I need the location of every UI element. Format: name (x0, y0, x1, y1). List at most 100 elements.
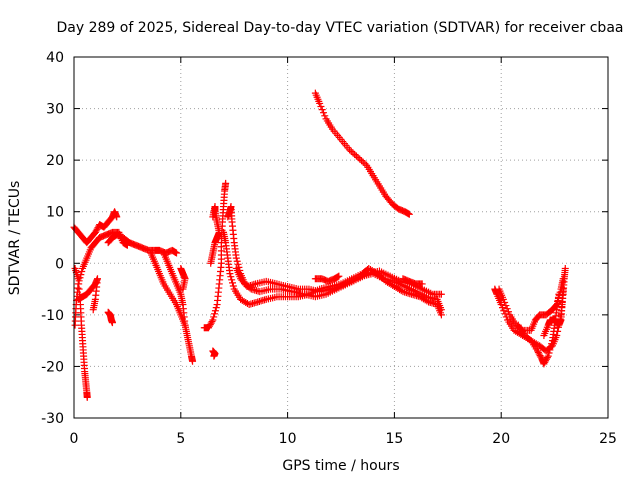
data-point-arc-c (78, 268, 86, 276)
x-tick-label: 25 (599, 431, 617, 447)
data-point-arc-t (502, 302, 510, 310)
data-point-arc-u (542, 355, 550, 363)
data-point-arc-c (76, 274, 84, 282)
data-point-arc-r (351, 150, 359, 158)
data-point-arc-r (349, 149, 357, 157)
data-point-arc-a (93, 225, 101, 233)
data-point-arc-m (228, 279, 236, 287)
data-point-arc-r (358, 157, 366, 165)
data-point-arc-u (536, 352, 544, 360)
y-tick-label: -10 (41, 308, 64, 324)
data-point-arc-r (356, 155, 364, 163)
x-tick-label: 0 (70, 431, 79, 447)
data-point-arc-t (499, 295, 507, 303)
data-point-arc-a (91, 228, 99, 236)
x-tick-label: 10 (279, 431, 297, 447)
data-point-arc-j (207, 319, 215, 327)
data-point-arc-u (542, 357, 550, 365)
data-point-arc-r (317, 103, 325, 111)
y-tick-label: -20 (41, 359, 64, 375)
data-point-arc-u (548, 340, 556, 348)
data-point-arc-j (222, 179, 230, 187)
y-tick-label: 20 (46, 153, 64, 169)
y-tick-label: -30 (41, 411, 64, 427)
data-point-arc-k (209, 213, 217, 221)
data-point-arc-m (229, 282, 237, 290)
x-tick-label: 15 (385, 431, 403, 447)
data-point-arc-f (173, 249, 181, 257)
data-point-arc-u (534, 347, 542, 355)
data-point-arc-l (210, 352, 218, 360)
data-point-arc-t (504, 308, 512, 316)
data-point-arc-m (228, 276, 236, 284)
data-point-arc-r (359, 158, 367, 166)
data-point-arc-r (347, 147, 355, 155)
data-point-arc-a (92, 227, 100, 235)
data-point-arc-v (559, 285, 567, 293)
data-point-arc-m (227, 273, 235, 281)
data-point-arc-u (544, 352, 552, 360)
data-point-arc-r (318, 106, 326, 114)
data-point-arc-j (212, 304, 220, 312)
data-point-arc-d (89, 306, 97, 314)
data-point-arc-r (352, 152, 360, 160)
chart-title: Day 289 of 2025, Sidereal Day-to-day VTE… (57, 20, 624, 36)
data-point-arc-c (74, 280, 82, 288)
data-point-arc-u (540, 360, 548, 368)
data-point-arc-b (83, 393, 91, 401)
data-point-arc-m (226, 270, 234, 278)
data-point-arc-u (546, 346, 554, 354)
data-points (70, 89, 569, 401)
data-point-arc-j (211, 310, 219, 318)
data-point-arc-q (418, 280, 426, 288)
y-tick-label: 10 (46, 205, 64, 221)
data-point-arc-r (361, 160, 369, 168)
data-point-arc-j (211, 307, 219, 315)
data-point-arc-h (181, 321, 189, 329)
x-tick-label: 20 (492, 431, 510, 447)
data-point-arc-r (405, 210, 413, 218)
data-point-arc-m (397, 287, 405, 295)
plot-frame (73, 56, 609, 419)
data-point-arc-r (316, 99, 324, 107)
data-point-arc-r (321, 112, 329, 120)
data-point-arc-i (179, 285, 187, 293)
data-point-arc-j (208, 318, 216, 326)
y-axis-label: SDTVAR / TECUs (7, 181, 23, 296)
data-point-arc-u (543, 354, 551, 362)
data-point-arc-o (437, 306, 445, 314)
data-point-arc-s (553, 331, 561, 339)
data-point-arc-s (561, 264, 569, 272)
data-point-arc-t (559, 275, 567, 283)
x-tick-labels: 0 5 10 15 20 25 (70, 431, 617, 447)
data-point-arc-u (555, 290, 563, 298)
axis-ticks (73, 56, 609, 419)
data-point-arc-n (234, 260, 242, 268)
data-point-arc-p (335, 272, 343, 280)
data-point-arc-j (210, 313, 218, 321)
data-point-arc-u (541, 358, 549, 366)
y-tick-labels: -30 -20 -10 0 10 20 30 40 (41, 50, 64, 427)
data-point-arc-j (205, 322, 213, 330)
data-point-arc-c (77, 271, 85, 279)
data-point-arc-c (75, 277, 83, 285)
data-point-arc-n (232, 254, 240, 262)
data-point-arc-j (206, 321, 214, 329)
data-point-arc-r (354, 154, 362, 162)
data-point-arc-r (319, 109, 327, 117)
data-point-arc-j (205, 324, 213, 332)
data-point-arc-j (209, 316, 217, 324)
x-tick-label: 5 (176, 431, 185, 447)
data-point-arc-r (346, 146, 354, 154)
data-point-arc-n (233, 257, 241, 265)
data-point-arc-t (501, 298, 509, 306)
y-tick-label: 0 (55, 256, 64, 272)
grid-lines (74, 57, 608, 418)
data-point-arc-n (437, 290, 445, 298)
data-point-arc-g (189, 357, 197, 365)
data-point-arc-t (503, 305, 511, 313)
data-point-arc-a (113, 213, 121, 221)
y-tick-label: 40 (46, 50, 64, 66)
data-point-arc-u (534, 349, 542, 357)
